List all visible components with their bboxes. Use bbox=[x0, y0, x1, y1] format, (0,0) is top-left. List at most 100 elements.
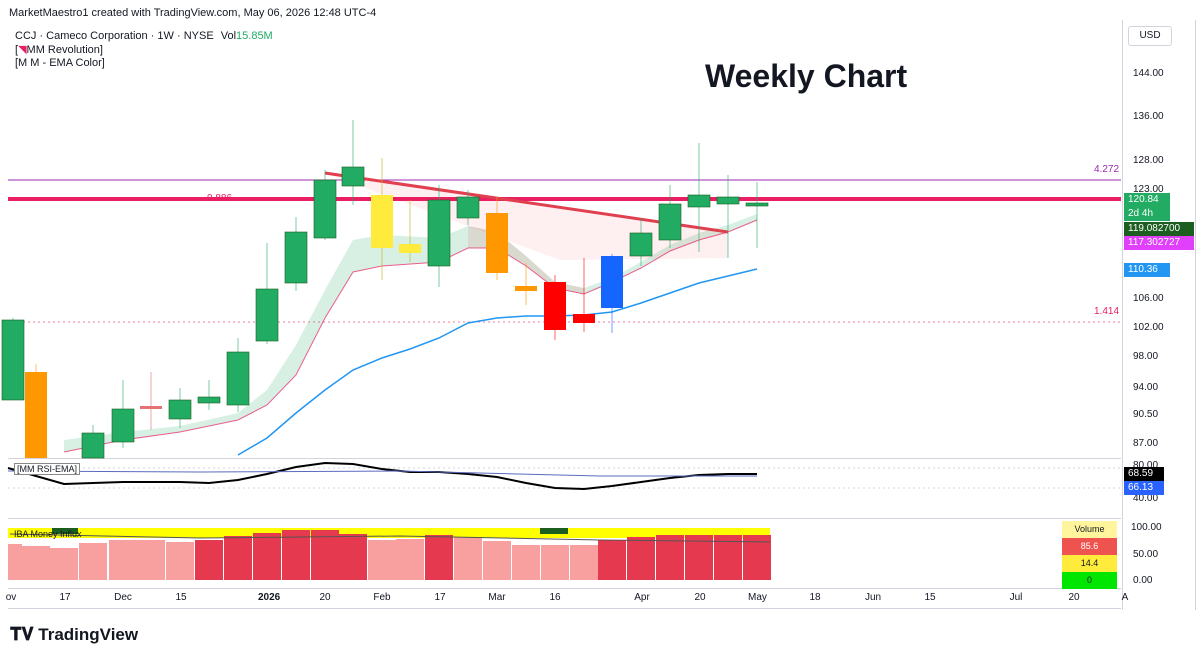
currency-button[interactable]: USD bbox=[1128, 26, 1172, 46]
candle-body[interactable] bbox=[168, 399, 192, 420]
price-scale-label: 128.00 bbox=[1133, 155, 1164, 166]
chart-icon: ◥ bbox=[18, 44, 27, 56]
mfi-bar bbox=[656, 535, 684, 580]
ema-pink-tag: 117.302727 bbox=[1124, 236, 1194, 250]
volume-green-cell: 0 bbox=[1062, 572, 1117, 589]
price-scale-label: 90.50 bbox=[1133, 409, 1159, 420]
tv-logo-icon: 𝐓𝐕 bbox=[10, 624, 34, 644]
time-axis-label: 20 bbox=[694, 592, 706, 603]
chart-canvas[interactable] bbox=[0, 0, 1122, 610]
time-axis-label: Feb bbox=[373, 592, 391, 603]
frame-right bbox=[1195, 20, 1196, 610]
time-axis-label: ov bbox=[5, 592, 17, 603]
mfi-bar bbox=[8, 544, 22, 580]
candle-body[interactable] bbox=[687, 194, 711, 208]
mfi-scale-100: 100.00 bbox=[1131, 522, 1162, 533]
rsi-ema-line bbox=[7, 470, 757, 477]
mfi-bar bbox=[743, 535, 771, 580]
candle-body[interactable] bbox=[226, 351, 250, 406]
candle-body[interactable] bbox=[629, 232, 653, 257]
mfi-bar bbox=[109, 540, 137, 580]
mfi-bar bbox=[195, 540, 223, 580]
price-scale-label: 98.00 bbox=[1133, 351, 1159, 362]
mfi-bar bbox=[166, 542, 194, 580]
author-line: MarketMaestro1 created with TradingView.… bbox=[9, 7, 377, 19]
mfi-bar bbox=[483, 541, 511, 580]
mfi-bar bbox=[714, 535, 742, 580]
mfi-bar bbox=[570, 545, 598, 580]
mfi-top-band bbox=[8, 528, 770, 538]
candle-body[interactable] bbox=[341, 166, 365, 187]
mfi-indicator-label[interactable]: IBA Money Influx bbox=[14, 529, 82, 539]
candle-body[interactable] bbox=[486, 213, 508, 273]
price-scale-label: 87.00 bbox=[1133, 438, 1159, 449]
countdown-tag: 2d 4h bbox=[1124, 207, 1170, 221]
time-axis-label: Mar bbox=[488, 592, 506, 603]
symbol-line: CCJ · Cameco Corporation · 1W · NYSE bbox=[15, 30, 214, 42]
candle-body[interactable] bbox=[745, 202, 769, 207]
candle-body[interactable] bbox=[25, 372, 47, 458]
ema-fast-tag: 119.082700 bbox=[1124, 222, 1194, 236]
time-axis-label: 17 bbox=[434, 592, 446, 603]
fib-label-4272: 4.272 bbox=[1094, 164, 1120, 175]
candle-body[interactable] bbox=[313, 179, 337, 239]
candle-body[interactable] bbox=[111, 408, 135, 443]
time-axis-label: Jun bbox=[864, 592, 882, 603]
indicator-ema-color[interactable]: [M M - EMA Color] bbox=[15, 57, 105, 69]
mfi-signal-line bbox=[9, 533, 771, 543]
mfi-bar bbox=[224, 536, 252, 580]
time-axis-label: Apr bbox=[634, 592, 650, 603]
pane-separator[interactable] bbox=[8, 588, 1121, 589]
fib-label-0886: 0.886 bbox=[207, 193, 233, 204]
candle-body[interactable] bbox=[255, 288, 279, 342]
candle-body[interactable] bbox=[197, 396, 221, 404]
candle-body[interactable] bbox=[1, 319, 25, 401]
candle-body[interactable] bbox=[399, 244, 421, 253]
mfi-bar bbox=[79, 543, 107, 580]
mfi-bar bbox=[627, 537, 655, 580]
candle-body[interactable] bbox=[371, 195, 393, 248]
volume-yellow-cell: 14.4 bbox=[1062, 555, 1117, 572]
candle-body[interactable] bbox=[716, 196, 740, 205]
time-axis-label: 20 bbox=[319, 592, 331, 603]
price-axis-border bbox=[1122, 20, 1123, 610]
ema-pink-line bbox=[63, 219, 758, 453]
rsi-scale-40: 40.00 bbox=[1133, 493, 1159, 504]
time-axis-label: 18 bbox=[809, 592, 821, 603]
pane-separator[interactable] bbox=[8, 458, 1121, 459]
tradingview-logo[interactable]: 𝐓𝐕 TradingView bbox=[10, 624, 138, 645]
branding-text: TradingView bbox=[38, 625, 139, 644]
rsi-line bbox=[7, 461, 757, 491]
mfi-bars bbox=[8, 530, 771, 580]
candles[interactable] bbox=[1, 120, 769, 459]
mfi-bar bbox=[512, 545, 540, 580]
trend-channel bbox=[325, 173, 728, 260]
mfi-bar bbox=[339, 534, 367, 580]
time-axis-label: 20 bbox=[1068, 592, 1080, 603]
volume-value: 15.85M bbox=[236, 30, 273, 42]
mfi-bar bbox=[282, 530, 310, 580]
candle-body[interactable] bbox=[544, 282, 566, 330]
candle-body[interactable] bbox=[573, 314, 595, 323]
candle-body[interactable] bbox=[515, 286, 537, 291]
candle-body[interactable] bbox=[284, 231, 308, 284]
time-axis-label: Dec bbox=[114, 592, 132, 603]
candle-body[interactable] bbox=[427, 199, 451, 267]
volume-table-header: Volume bbox=[1062, 521, 1117, 538]
candle-body[interactable] bbox=[140, 406, 162, 409]
time-axis-label: 15 bbox=[924, 592, 936, 603]
pane-separator[interactable] bbox=[8, 518, 1121, 519]
mfi-bar bbox=[311, 530, 339, 580]
price-scale-label: 94.00 bbox=[1133, 382, 1159, 393]
candle-body[interactable] bbox=[601, 256, 623, 308]
indicator-mm-revolution[interactable]: [◥MM Revolution] bbox=[15, 44, 103, 56]
rsi-indicator-label[interactable]: [MM RSI-EMA] bbox=[14, 463, 80, 475]
volume-label: Vol bbox=[220, 30, 237, 42]
symbol-info[interactable]: CCJ · Cameco Corporation · 1W · NYSE Vol… bbox=[15, 30, 273, 42]
time-axis-label: 2026 bbox=[258, 592, 281, 603]
candle-body[interactable] bbox=[658, 203, 682, 241]
candle-body[interactable] bbox=[456, 196, 480, 219]
overlay-title: Weekly Chart bbox=[705, 58, 908, 94]
mfi-bar bbox=[454, 537, 482, 580]
candle-body[interactable] bbox=[81, 432, 105, 459]
